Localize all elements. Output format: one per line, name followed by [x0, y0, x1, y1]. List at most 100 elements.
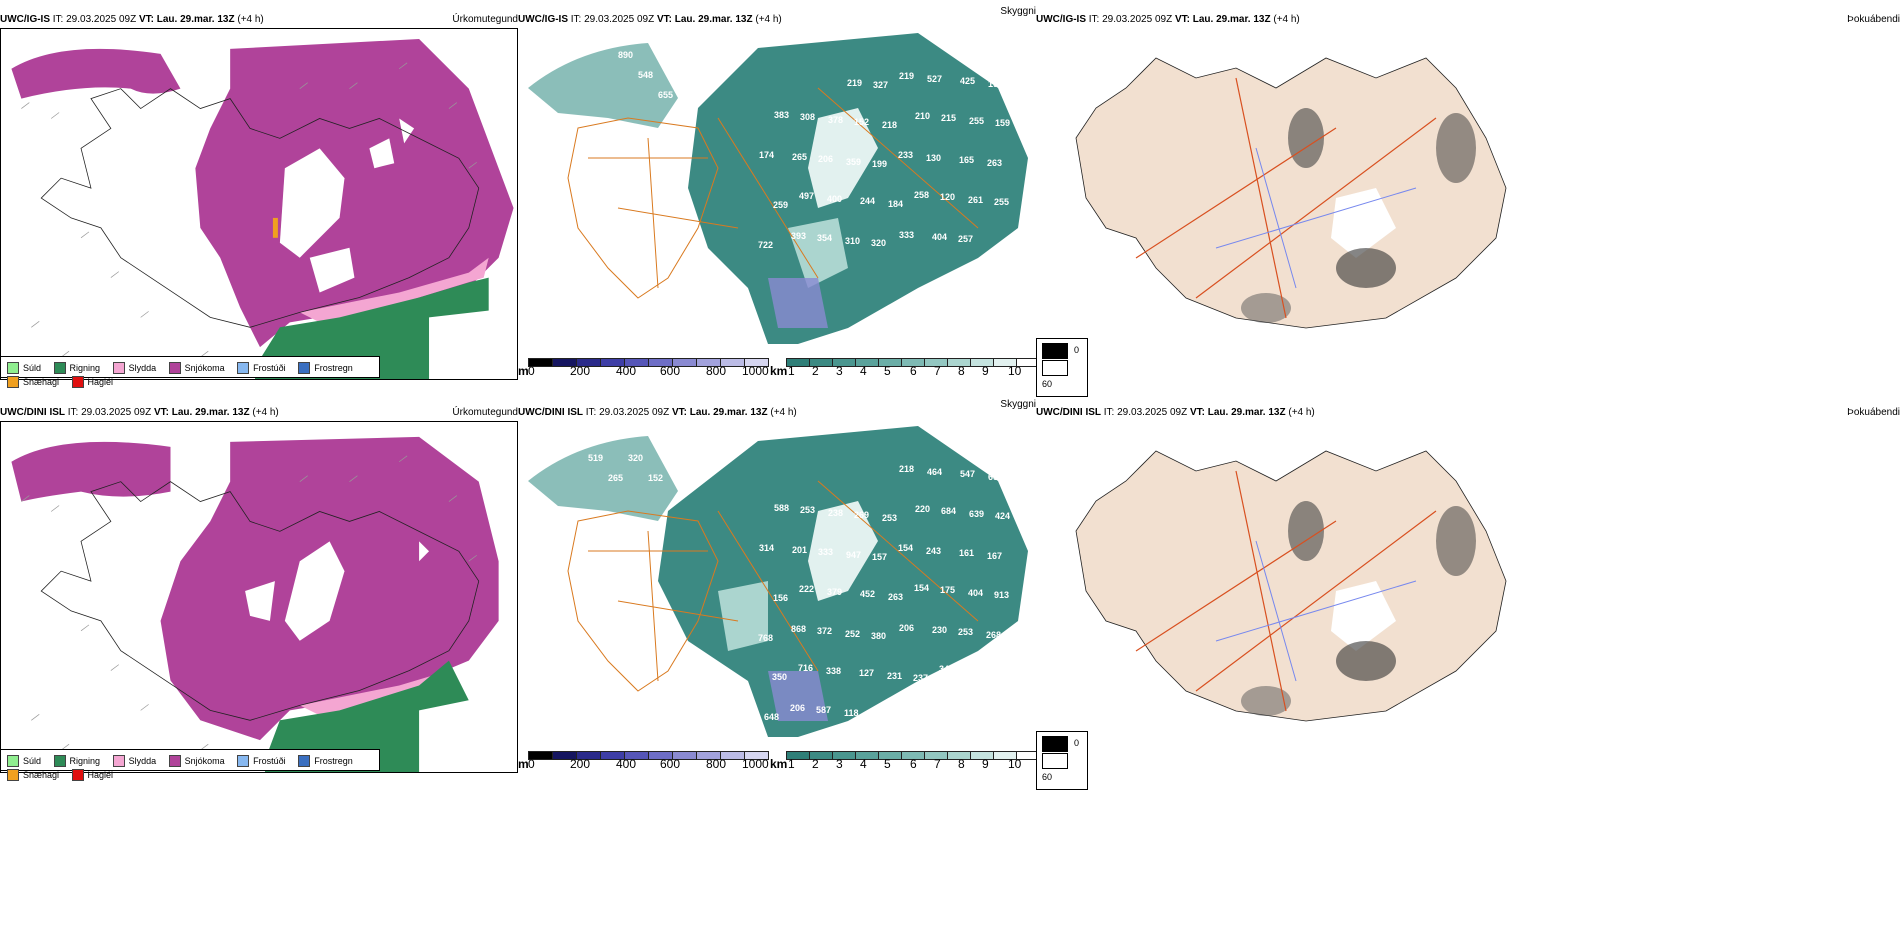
sky-height-label: 359: [846, 157, 861, 167]
sky-height-label: 379: [827, 587, 842, 597]
legend-swatch: [298, 755, 311, 767]
tick-label: 9: [982, 364, 989, 378]
precip-type-panel-row1: UWC/IG-IS IT: 29.03.2025 09Z VT: Lau. 29…: [0, 12, 518, 388]
cloud-visibility-panel-row2: UWC/DINI ISL IT: 29.03.2025 09Z VT: Lau.…: [518, 399, 1040, 773]
sky-height-label: 464: [927, 467, 942, 477]
legend-label: Frostregn: [314, 756, 353, 766]
sky-height-label: 199: [872, 159, 887, 169]
sky-height-label: 252: [845, 629, 860, 639]
panel-header: UWC/IG-IS IT: 29.03.2025 09Z VT: Lau. 29…: [1036, 12, 1900, 28]
sky-height-label: 404: [932, 232, 947, 242]
precip-legend: Súld Rigning Slydda Snjókoma Frostúði Fr…: [0, 356, 380, 388]
legend-label: Haglél: [87, 377, 114, 387]
tick-label: 800: [706, 757, 727, 771]
legend-swatch: [53, 362, 66, 374]
tick-label: 2: [812, 364, 819, 378]
legend-item: Frostúði: [237, 362, 286, 374]
sky-height-label: 154: [914, 583, 929, 593]
sky-height-label: 601: [668, 453, 683, 463]
legend-swatch: [168, 755, 181, 767]
it-value: 29.03.2025 09Z: [1117, 407, 1188, 418]
sky-height-label: 868: [791, 624, 806, 634]
sky-height-label: 259: [773, 200, 788, 210]
legend-label: Slydda: [128, 363, 157, 373]
sky-height-label: 588: [774, 503, 789, 513]
it-label: IT:: [570, 14, 582, 25]
sky-height-label: 152: [854, 117, 869, 127]
panel-title: Skyggni: [1000, 6, 1036, 17]
cloud-base-unit: m: [518, 364, 529, 378]
colorbar-cell: [697, 751, 721, 760]
precip-type-map: [0, 28, 518, 380]
legend-label: Snjókoma: [184, 363, 225, 373]
lead-time: (+4 h): [1288, 407, 1315, 418]
it-label: IT:: [585, 407, 597, 418]
sky-height-label: 255: [994, 197, 1009, 207]
colorbar-cell: [833, 751, 856, 760]
sky-height-label: 238: [828, 508, 843, 518]
sky-height-label: 314: [759, 543, 774, 553]
legend-item: Frostregn: [298, 755, 353, 767]
sky-height-label: 655: [658, 90, 673, 100]
visibility-unit: km: [770, 757, 788, 771]
fog-legend: 0 60: [1036, 338, 1088, 397]
vt-value: Lau. 29.mar. 13Z: [689, 407, 768, 418]
sky-height-label: 424: [995, 511, 1010, 521]
sky-height-label: 320: [871, 238, 886, 248]
it-label: IT:: [52, 14, 64, 25]
legend-swatch: [7, 755, 19, 767]
sky-height-label: 327: [873, 80, 888, 90]
legend-item: Snæhagl: [7, 769, 59, 781]
colorbar-cell: [625, 358, 649, 367]
sky-height-label: 199: [988, 79, 1003, 89]
vt-value: Lau. 29.mar. 13Z: [156, 14, 235, 25]
legend-label: Haglél: [87, 770, 114, 780]
sky-height-label: 497: [799, 191, 814, 201]
vt-value: Lau. 29.mar. 13Z: [1192, 14, 1271, 25]
legend-swatch: [1042, 735, 1068, 752]
sky-height-label: 94: [898, 713, 908, 723]
it-value: 29.03.2025 09Z: [584, 14, 655, 25]
tick-label: 0: [528, 757, 535, 771]
tick-label: 10: [1008, 364, 1022, 378]
tick-label: 7: [934, 364, 941, 378]
sky-height-label: 263: [888, 592, 903, 602]
tick-label: 8: [958, 757, 965, 771]
panel-header: UWC/DINI ISL IT: 29.03.2025 09Z VT: Lau.…: [1036, 405, 1900, 421]
legend-label: Frostregn: [314, 363, 353, 373]
sky-height-label: 947: [846, 550, 861, 560]
cloud-visibility-map: 519 265 320 152 601 218 464 547 651 588 253 238 269 2…: [518, 421, 1036, 737]
cloud-base-unit: m: [518, 757, 529, 771]
panel-title: Úrkomutegund: [452, 407, 518, 418]
tick-label: 10: [1008, 757, 1022, 771]
sky-height-label: 167: [987, 551, 1002, 561]
colorbar-cell: [879, 358, 902, 367]
lead-time: (+4 h): [252, 407, 279, 418]
sky-height-labels: 890 548 655 219 327 219 527 425 199 383 308 378 152 2…: [618, 50, 1010, 250]
sky-height-label: 320: [628, 453, 643, 463]
legend-item: Snjókoma: [168, 755, 225, 767]
sky-height-label: 175: [940, 585, 955, 595]
it-label: IT:: [1088, 14, 1100, 25]
colorbar-cell: [948, 751, 971, 760]
colorbar-cell: [745, 358, 769, 367]
colorbar-cell: [673, 358, 697, 367]
sky-height-label: 548: [638, 70, 653, 80]
sky-height-label: 722: [758, 240, 773, 250]
fog-index-panel-row2: UWC/DINI ISL IT: 29.03.2025 09Z VT: Lau.…: [1036, 405, 1900, 790]
colorbar-cell: [721, 751, 745, 760]
sky-height-label: 219: [899, 71, 914, 81]
tick-label: 5: [884, 757, 891, 771]
tick-label: 400: [616, 757, 637, 771]
legend-item: Haglél: [71, 376, 114, 388]
sky-height-label: 587: [816, 705, 831, 715]
sky-height-label: 716: [798, 663, 813, 673]
legend-label: Rigning: [69, 756, 101, 766]
sky-height-label: 244: [860, 196, 875, 206]
colorbar-cell: [902, 358, 925, 367]
it-value: 29.03.2025 09Z: [81, 407, 152, 418]
cloud-base-colorbar: [528, 751, 769, 760]
tick-label: 800: [706, 364, 727, 378]
it-value: 29.03.2025 09Z: [66, 14, 137, 25]
precip-type-panel-row2: UWC/DINI ISL IT: 29.03.2025 09Z VT: Lau.…: [0, 405, 518, 781]
